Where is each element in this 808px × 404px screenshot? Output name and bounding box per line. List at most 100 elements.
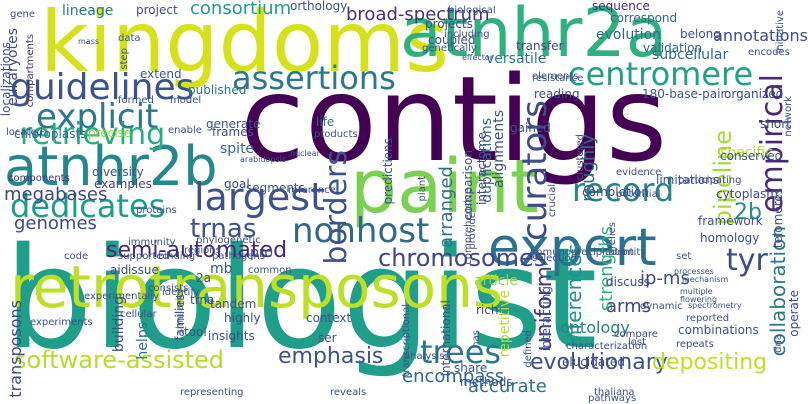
cloud-word: aid	[110, 263, 129, 277]
cloud-word: data	[118, 33, 141, 44]
cloud-word: methods	[460, 375, 513, 389]
cloud-word: helps	[135, 322, 151, 360]
cloud-word: mechanism	[682, 275, 729, 284]
cloud-word: project	[136, 3, 178, 17]
cloud-word: pathways	[588, 393, 637, 404]
cloud-word: explicit	[36, 97, 159, 137]
cloud-word: gene	[10, 9, 35, 20]
cloud-word: 180-base-pair	[642, 87, 726, 101]
cloud-word: contigs	[240, 50, 668, 188]
cloud-word: cellular	[120, 309, 157, 320]
cloud-word: arranged	[436, 166, 457, 248]
cloud-word: paint	[350, 144, 539, 230]
cloud-word: provide	[467, 212, 478, 250]
cloud-word: identity	[608, 247, 647, 258]
cloud-word: predictions	[381, 138, 395, 205]
cloud-word: megabases	[4, 184, 108, 205]
cloud-word: analysis	[404, 351, 445, 362]
cloud-word: semi-automated	[106, 238, 288, 263]
cloud-word: interactome	[475, 132, 489, 206]
cloud-word: article	[474, 273, 518, 289]
cloud-word: belong	[680, 27, 721, 41]
cloud-word: experiments	[30, 317, 93, 328]
cloud-word: products	[314, 129, 358, 140]
cloud-word: telomeres	[771, 188, 785, 249]
cloud-word: identify	[162, 287, 200, 298]
cloud-word: 2b	[734, 200, 762, 225]
cloud-word: has	[471, 330, 482, 348]
cloud-word: annotations	[713, 26, 808, 45]
cloud-word: framework	[698, 214, 763, 228]
cloud-word: defined	[523, 330, 534, 368]
cloud-word: subcellular	[652, 47, 729, 63]
cloud-word: participating	[678, 175, 742, 186]
cloud-word: compare	[614, 329, 658, 340]
cloud-word: relies	[607, 222, 618, 249]
cloud-word: combinations	[678, 323, 759, 337]
cloud-word: plant	[417, 176, 428, 202]
cloud-word: tool	[184, 325, 207, 339]
cloud-word: arabidopsis	[240, 155, 287, 164]
cloud-word: potential	[616, 189, 661, 200]
cloud-word: organized	[724, 87, 784, 101]
cloud-word: life	[316, 115, 335, 129]
cloud-word: flowering	[680, 295, 718, 304]
cloud-word: formed	[118, 95, 154, 106]
cloud-word: proteins	[136, 205, 177, 216]
cloud-word: international	[439, 300, 453, 377]
cloud-word: step	[119, 48, 130, 70]
cloud-word: specific	[720, 145, 773, 161]
cloud-word: issue	[128, 263, 159, 277]
cloud-word: transcriptional	[401, 304, 412, 377]
cloud-word: largest	[194, 175, 325, 219]
cloud-word: mb	[210, 261, 233, 277]
cloud-word: homology	[700, 231, 760, 245]
cloud-word: depositing	[652, 350, 768, 375]
cloud-word: coupled	[428, 33, 476, 47]
cloud-word: pathogens	[212, 251, 265, 262]
cloud-word: spectrometry	[688, 301, 742, 310]
cloud-word: evolution	[596, 27, 662, 43]
cloud-word: conserved	[720, 149, 783, 163]
cloud-word: trna	[190, 293, 215, 307]
cloud-word: lost	[628, 337, 647, 348]
cloud-word: retrieving	[20, 117, 166, 152]
cloud-word: validation	[643, 41, 703, 55]
cloud-word: initiative	[775, 10, 786, 54]
cloud-word: centromere	[568, 55, 754, 93]
cloud-word: borders	[319, 150, 354, 265]
cloud-word: reported	[686, 313, 730, 324]
cloud-word: localizations	[0, 42, 13, 117]
cloud-word: building	[111, 296, 127, 353]
cloud-word: enable	[168, 125, 202, 136]
cloud-word: transposons	[6, 300, 25, 398]
cloud-word: expert	[488, 218, 657, 278]
cloud-word: components	[8, 173, 70, 184]
cloud-word: atnhr2b	[4, 135, 218, 198]
cloud-word: resistance	[532, 73, 584, 84]
cloud-word: assertions	[232, 59, 396, 97]
cloud-word: immunity	[128, 237, 176, 248]
cloud-word: atnhr2a	[400, 0, 668, 73]
cloud-word: broad-spectrum	[346, 4, 490, 25]
cloud-word: guidelines	[10, 67, 195, 108]
cloud-word: interacting	[539, 286, 553, 352]
cloud-word: nonhost	[292, 211, 430, 251]
cloud-word: limitations	[656, 173, 719, 187]
cloud-word: record	[572, 171, 675, 209]
cloud-word: examples	[94, 177, 152, 191]
cloud-word: generate	[206, 117, 261, 131]
cloud-word: goal	[224, 177, 250, 191]
cloud-word: dna	[773, 334, 784, 353]
cloud-word: pro	[250, 245, 273, 261]
cloud-word: encompass	[402, 366, 505, 387]
cloud-word: extend	[140, 67, 182, 81]
cloud-word: segments	[246, 181, 305, 195]
cloud-word: genomes	[14, 213, 97, 234]
cloud-word: tandem	[210, 297, 257, 311]
cloud-word: frames	[212, 125, 254, 139]
cloud-word: accurate	[468, 376, 547, 397]
cloud-word: reference	[288, 185, 336, 196]
cloud-word: repetitive	[497, 290, 513, 358]
cloud-word: effector	[462, 53, 494, 62]
